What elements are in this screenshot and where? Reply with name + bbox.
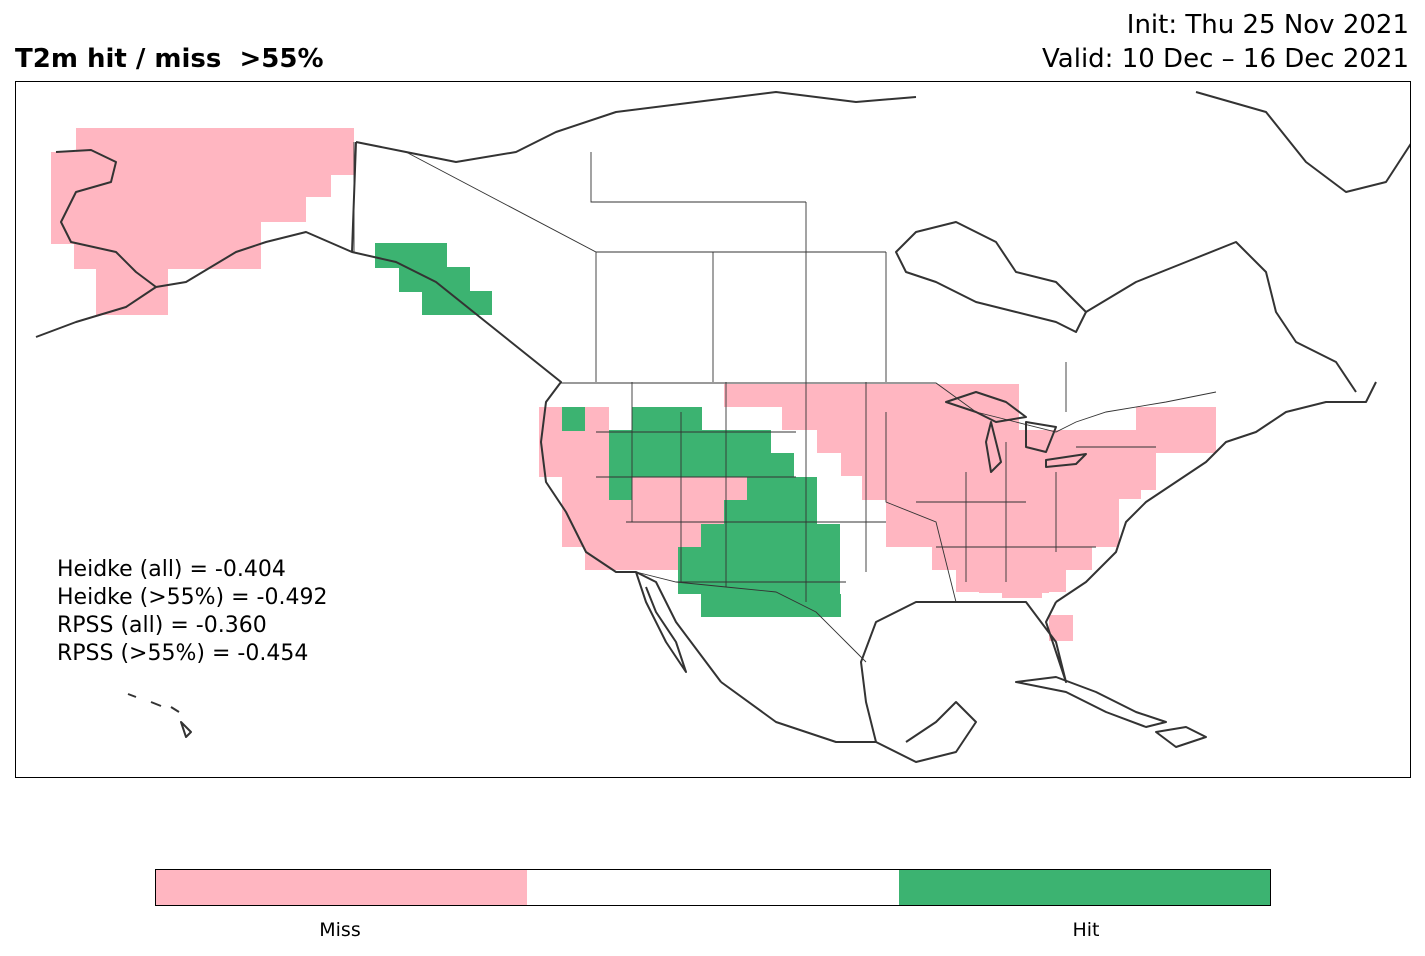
province-line (590, 152, 806, 203)
map-title: T2m hit / miss >55% (15, 44, 324, 74)
rpss-55: RPSS (>55%) = -0.454 (57, 641, 309, 666)
hit-cell (562, 407, 585, 431)
map-outlines (35, 91, 1410, 763)
hit-cell (771, 594, 841, 617)
miss-cell (51, 198, 261, 244)
map-frame (15, 81, 1411, 778)
cuba-coast (1015, 676, 1167, 728)
great-lakes (945, 391, 1087, 473)
init-date: Init: Thu 25 Nov 2021 (1126, 10, 1409, 40)
heidke-55: Heidke (>55%) = -0.492 (57, 585, 328, 610)
hit-cell (399, 267, 470, 292)
west-coast (351, 251, 722, 683)
hit-cell (701, 430, 771, 477)
canada-us-border (561, 382, 1217, 433)
map-canvas (35, 91, 1410, 763)
mexico-coast (720, 601, 1067, 743)
hispaniola-coast (1155, 726, 1207, 748)
miss-cell (929, 384, 1019, 547)
colorbar-neutral (527, 870, 899, 905)
miss-cell (886, 477, 931, 547)
hit-cell (701, 524, 840, 547)
alaska-peninsula (35, 286, 157, 338)
miss-cell (1136, 407, 1216, 453)
hit-cell (724, 500, 817, 524)
colorbar (155, 869, 1271, 906)
yucatan-coast (875, 701, 977, 763)
baja-coast (635, 571, 687, 673)
valid-period: Valid: 10 Dec – 16 Dec 2021 (1042, 44, 1409, 74)
miss-cell (1019, 477, 1119, 547)
hit-cell (609, 477, 632, 500)
alaska-coast (55, 141, 357, 288)
greenland-coast (1195, 91, 1410, 193)
miss-cell (724, 477, 747, 500)
province-line (405, 151, 886, 253)
labrador-coast (1085, 241, 1357, 393)
hudson-bay (895, 221, 1087, 333)
colorbar-hit (898, 870, 1270, 905)
miss-cell (96, 269, 168, 315)
heidke-all: Heidke (all) = -0.404 (57, 557, 286, 582)
rpss-all: RPSS (all) = -0.360 (57, 613, 267, 638)
east-coast (1055, 381, 1377, 603)
miss-cell (632, 477, 724, 524)
miss-cell (74, 242, 261, 269)
skill-scores: Heidke (all) = -0.404 Heidke (>55%) = -0… (57, 556, 327, 668)
hit-cell (422, 291, 492, 315)
political-borders (353, 142, 1217, 663)
colorbar-miss (156, 870, 528, 905)
hawaii-islands (127, 693, 192, 738)
colorbar-label-miss: Miss (319, 919, 361, 941)
hit-cell (609, 430, 701, 477)
colorbar-label-hit: Hit (1072, 919, 1100, 941)
arctic-coast (355, 91, 917, 163)
state-line (885, 412, 957, 603)
hit-cell (375, 243, 447, 268)
miss-cell (1002, 570, 1042, 598)
hit-cell (771, 453, 794, 477)
miss-cells (51, 128, 1216, 641)
